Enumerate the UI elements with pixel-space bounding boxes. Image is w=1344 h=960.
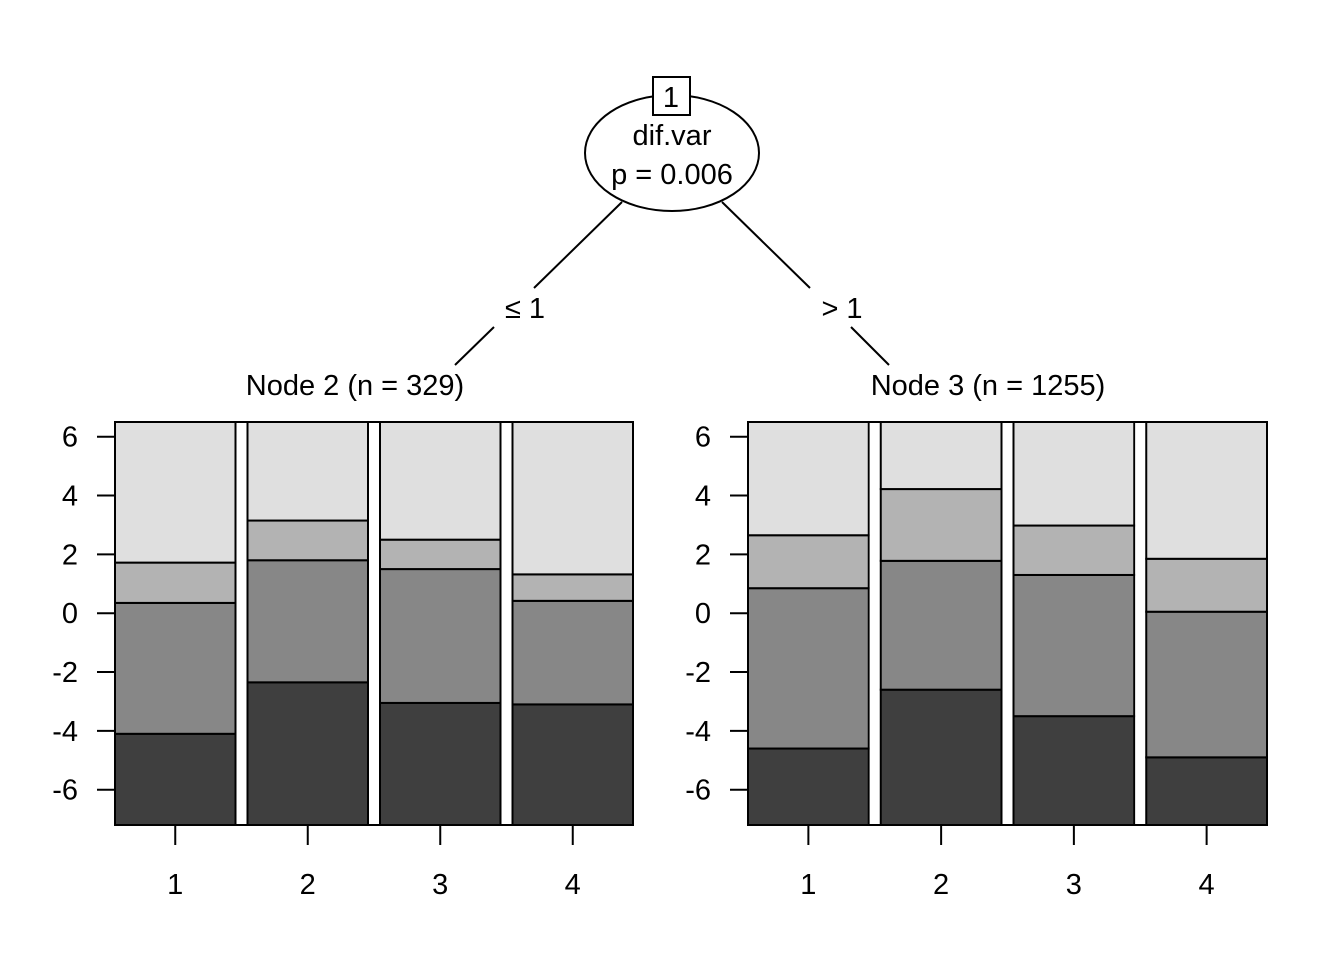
node-3-bar-gap — [1135, 423, 1146, 824]
node-2-y-tick-label: 6 — [62, 422, 78, 454]
node-3-bar-4-segment-3 — [1145, 557, 1268, 613]
edge-label-left: ≤ 1 — [505, 293, 545, 325]
node-2-bar-3-segment-4 — [379, 421, 502, 541]
node-2-bar-3-segment-2 — [379, 568, 502, 704]
edge-left-lower — [454, 326, 495, 366]
node-2-bar-4-segment-3 — [511, 573, 634, 602]
node-2-bar-4-segment-1 — [511, 703, 634, 827]
node-3-bar-3-segment-4 — [1012, 421, 1136, 527]
node-3-bar-3-segment-3 — [1012, 524, 1136, 576]
node-3-x-axis: 1 2 3 4 — [800, 825, 1215, 901]
node-2-bar-gap — [369, 423, 379, 824]
node-3-y-axis: 6 4 2 0 -2 -4 -6 — [685, 422, 748, 807]
edge-right-upper — [721, 201, 811, 289]
node-2-y-tick-label: -4 — [52, 716, 78, 748]
node-2-bar-2-segment-3 — [246, 519, 369, 562]
node-2-x-tick-label: 2 — [300, 869, 316, 901]
node-2-y-axis: 6 4 2 0 -2 -4 -6 — [52, 422, 115, 807]
node-3-bar-2-segment-3 — [879, 488, 1003, 562]
node-3-bar-2-segment-4 — [879, 421, 1003, 491]
node-3-bar-4-segment-4 — [1145, 421, 1268, 560]
node-2-y-tick-label: -6 — [52, 775, 78, 807]
node-3-bar-3-segment-2 — [1012, 573, 1136, 718]
node-2-bar-1-segment-2 — [114, 601, 237, 735]
terminal-node-2-panel: Node 2 (n = 329) 6 4 2 0 -2 -4 -6 1 2 3 4 — [52, 370, 634, 901]
split-variable: dif.var — [633, 120, 712, 152]
node-3-bar-1-segment-1 — [747, 747, 870, 826]
node-2-bars — [114, 421, 634, 827]
node-3-bars — [747, 421, 1268, 827]
node-2-frame — [114, 421, 634, 826]
node-3-x-tick-label: 3 — [1066, 869, 1082, 901]
node-2-x-tick-label: 3 — [432, 869, 448, 901]
node-3-x-tick-label: 4 — [1199, 869, 1215, 901]
node-2-y-tick-label: -2 — [52, 657, 78, 689]
node-2-x-axis: 1 2 3 4 — [167, 825, 581, 901]
node-3-bar-2-segment-2 — [879, 559, 1003, 691]
node-2-bar-2-segment-1 — [246, 681, 369, 826]
node-3-bar-4-segment-1 — [1145, 756, 1268, 827]
node-2-bar-gap — [501, 423, 512, 824]
node-2-bar-1-segment-1 — [114, 732, 237, 827]
node-3-bar-3-segment-1 — [1012, 715, 1136, 826]
node-2-x-tick-label: 1 — [167, 869, 183, 901]
node-2-bar-gap — [236, 423, 247, 824]
node-3-bar-4-segment-2 — [1145, 610, 1268, 759]
node-3-bar-1-segment-3 — [747, 534, 870, 590]
node-2-y-tick-label: 0 — [62, 598, 78, 630]
split-node-id-box — [652, 76, 691, 116]
node-3-y-tick-label: 2 — [695, 539, 711, 571]
node-3-bar-gap — [1002, 423, 1013, 824]
node-3-y-tick-label: -2 — [685, 657, 711, 689]
node-2-bar-1-segment-3 — [114, 561, 237, 604]
node-3-y-tick-label: -4 — [685, 716, 711, 748]
node-2-bar-1-segment-4 — [114, 421, 237, 564]
node-3-x-tick-label: 1 — [800, 869, 816, 901]
node-3-y-tick-label: 6 — [695, 422, 711, 454]
node-2-bar-2-segment-2 — [246, 559, 369, 684]
edge-left-upper — [533, 201, 623, 289]
node-3-bar-2-segment-1 — [879, 688, 1003, 827]
node-2-bar-4-segment-2 — [511, 599, 634, 706]
node-2-bar-3-segment-3 — [379, 538, 502, 571]
node-2-y-tick-label: 4 — [62, 481, 78, 513]
node-3-frame — [747, 421, 1268, 826]
node-2-y-tick-label: 2 — [62, 539, 78, 571]
node-3-bar-1-segment-4 — [747, 421, 870, 537]
node-2-bar-4-segment-4 — [511, 421, 634, 576]
node-2-x-tick-label: 4 — [565, 869, 581, 901]
split-p-value: p = 0.006 — [611, 159, 733, 191]
node-2-title: Node 2 (n = 329) — [246, 370, 464, 402]
node-3-title: Node 3 (n = 1255) — [871, 370, 1106, 402]
node-2-bar-2-segment-4 — [246, 421, 369, 522]
node-3-y-tick-label: 4 — [695, 481, 711, 513]
node-3-bar-gap — [869, 423, 880, 824]
node-3-y-tick-label: -6 — [685, 775, 711, 807]
terminal-node-3-panel: Node 3 (n = 1255) 6 4 2 0 -2 -4 -6 1 2 3 4 — [685, 370, 1268, 901]
node-3-x-tick-label: 2 — [933, 869, 949, 901]
split-node-id: 1 — [663, 82, 679, 114]
edge-right-lower — [850, 326, 890, 366]
node-3-bar-1-segment-2 — [747, 587, 870, 750]
node-2-bar-3-segment-1 — [379, 701, 502, 826]
node-3-y-tick-label: 0 — [695, 598, 711, 630]
edge-label-right: > 1 — [821, 293, 862, 325]
